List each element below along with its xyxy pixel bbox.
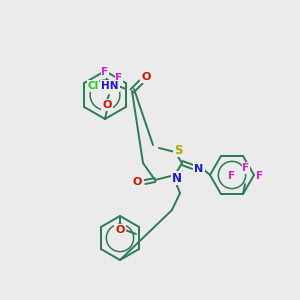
Text: F: F [101,67,109,77]
Text: O: O [132,177,142,187]
Text: O: O [102,100,112,110]
Text: F: F [116,73,123,83]
Text: N: N [172,172,182,184]
Text: F: F [242,163,250,173]
Text: F: F [256,171,264,181]
Text: O: O [115,225,125,235]
Text: N: N [194,164,204,174]
Text: S: S [174,143,182,157]
Text: O: O [141,72,151,82]
Text: Cl: Cl [87,81,99,91]
Text: F: F [228,171,236,181]
Text: HN: HN [101,81,119,91]
